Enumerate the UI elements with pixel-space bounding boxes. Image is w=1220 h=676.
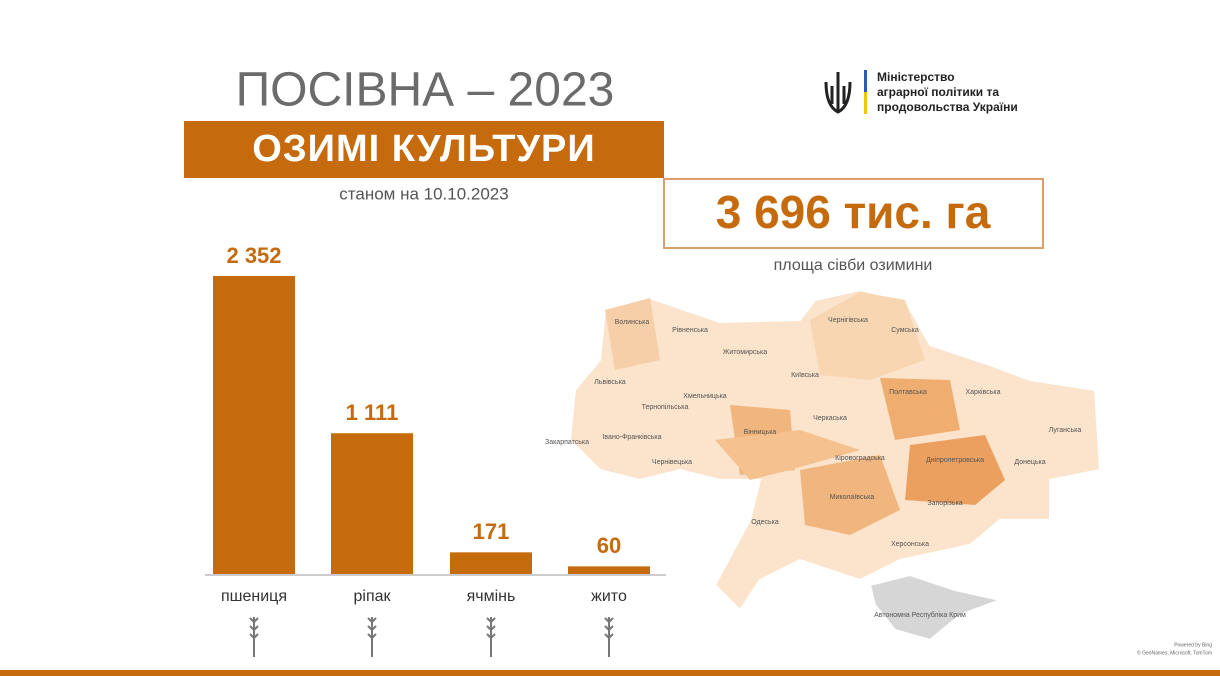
region-shade [800,455,900,535]
crop-icon [486,617,496,657]
total-caption: площа сівби озимини [774,257,933,274]
region-label: Хмельницька [683,393,727,400]
region-label: Черкаська [813,415,847,422]
value-label: 1 111 [346,400,399,425]
map-attribution: © GeoNames, Microsoft, TomTom [1137,649,1212,656]
banner-text: ОЗИМІ КУЛЬТУРИ [252,128,595,170]
region-label: Сумська [891,327,919,334]
total-value: 3 696 тис. га [716,186,991,238]
total-box [663,178,1044,249]
logo: Міністерство аграрної політики та продов… [824,70,1018,114]
value-label: 2 352 [226,243,281,268]
banner [184,121,664,178]
region-label: Волинська [615,319,650,326]
logo-line: продовольства України [877,100,1018,114]
logo-line: аграрної політики та [877,85,999,99]
region-label: Львівська [594,378,626,386]
region-label: Запорізька [927,499,962,507]
region-label: Вінницька [744,428,777,436]
bar [331,433,413,574]
crimea-shape [868,573,1004,642]
region-label: Дніпропетровська [926,456,984,464]
region-label: Харківська [966,388,1001,396]
region-label: Донецька [1014,459,1045,466]
region-shade [715,430,860,480]
region-label: Одеська [751,519,779,526]
bar [213,276,295,574]
category-label: пшениця [221,588,287,605]
region-label: Кіровоградська [835,454,885,462]
title: ПОСІВНА – 2023 [236,64,615,117]
region-label: Житомирська [723,349,767,356]
footer-strip [0,670,1220,676]
crop-icon [604,617,614,657]
bar [450,552,532,574]
value-label: 171 [473,519,510,544]
region-label: Закарпатська [545,439,589,446]
subtitle: станом на 10.10.2023 [339,184,508,203]
region-label: Тернопільська [642,403,689,411]
category-label: ячмінь [467,588,516,605]
region-label: Івано-Франківська [602,433,661,441]
region-shade [810,292,925,380]
crop-icon [367,617,377,657]
region-label: Автономна Республіка Крим [874,611,966,619]
trident [824,72,852,114]
region-label: Київська [791,372,819,379]
region-label: Полтавська [889,389,927,396]
region-label: Херсонська [891,541,929,548]
region-shade [605,298,660,370]
region-label: Чернівецька [652,458,692,466]
category-label: жито [591,588,627,605]
flag-yellow [864,92,867,114]
bar-chart: 2 352 пшениця 1 111 ріпак 171 ячмінь 60 жито [205,243,666,657]
region-shade [880,378,960,440]
map: Волинська Рівненська Житомирська Чернігівсь… [545,288,1212,656]
region-label: Луганська [1049,427,1082,434]
region-label: Чернігівська [828,316,868,324]
region-shade [905,435,1005,505]
region-label: Миколаївська [830,494,875,501]
category-label: ріпак [353,588,391,605]
map-attribution: Powered by Bing [1174,642,1212,648]
bar [568,566,650,574]
crop-icon [249,617,259,657]
region-label: Рівненська [672,326,708,334]
flag-blue [864,70,867,92]
value-label: 60 [597,533,621,558]
logo-line: Міністерство [877,70,955,84]
